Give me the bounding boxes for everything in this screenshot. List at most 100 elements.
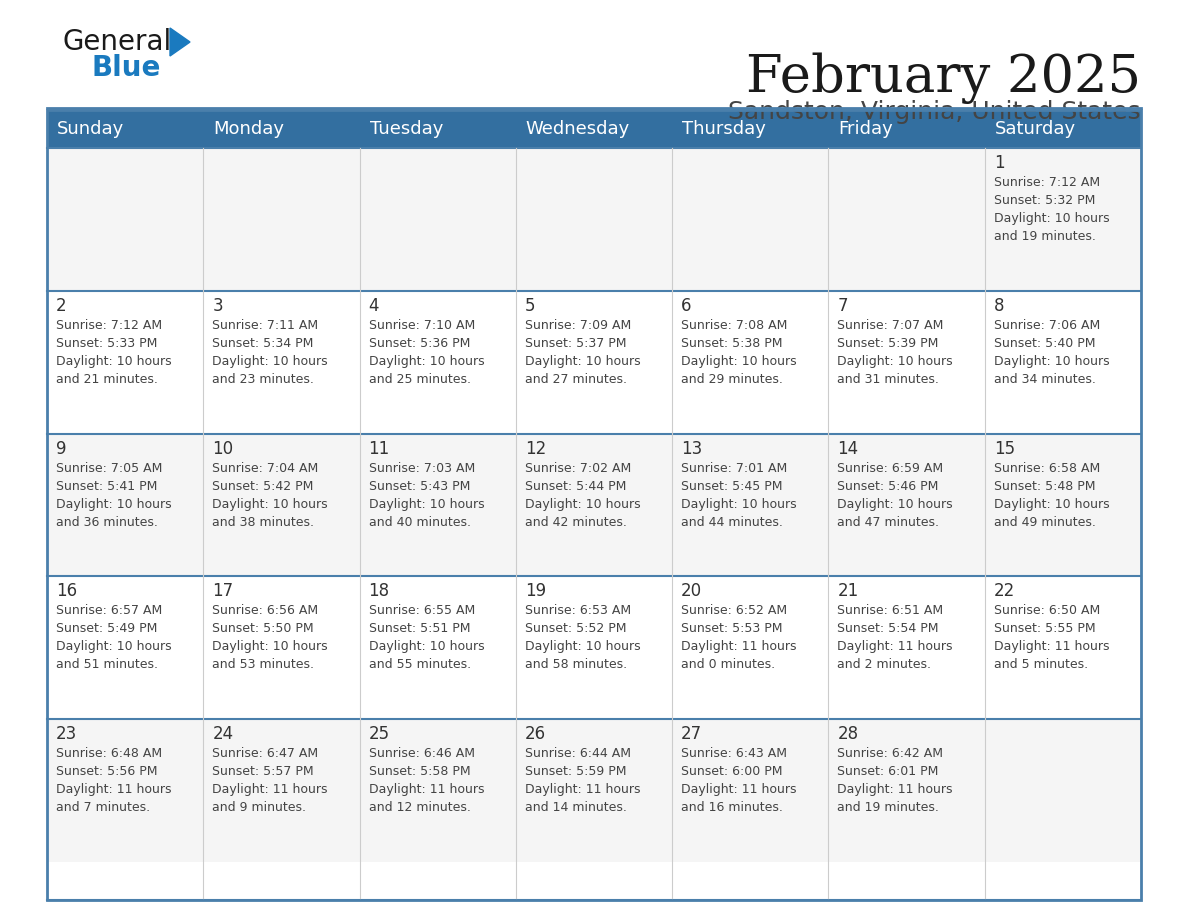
- Text: and 38 minutes.: and 38 minutes.: [213, 516, 315, 529]
- Text: and 21 minutes.: and 21 minutes.: [56, 373, 158, 386]
- Text: 4: 4: [368, 297, 379, 315]
- Text: Daylight: 10 hours: Daylight: 10 hours: [368, 641, 485, 654]
- Text: Sunset: 5:43 PM: Sunset: 5:43 PM: [368, 479, 470, 493]
- Text: Sunrise: 6:48 AM: Sunrise: 6:48 AM: [56, 747, 162, 760]
- Text: Daylight: 10 hours: Daylight: 10 hours: [213, 354, 328, 368]
- Text: 9: 9: [56, 440, 67, 457]
- Text: Sunset: 5:56 PM: Sunset: 5:56 PM: [56, 766, 158, 778]
- Text: 18: 18: [368, 582, 390, 600]
- Text: Daylight: 10 hours: Daylight: 10 hours: [681, 498, 797, 510]
- Bar: [48, 148, 1140, 291]
- Text: Sunset: 5:32 PM: Sunset: 5:32 PM: [993, 194, 1095, 207]
- Text: Sunday: Sunday: [57, 120, 125, 138]
- Text: and 12 minutes.: and 12 minutes.: [368, 801, 470, 814]
- Text: 2: 2: [56, 297, 67, 315]
- Text: Daylight: 10 hours: Daylight: 10 hours: [56, 641, 171, 654]
- Bar: [48, 433, 1140, 577]
- Text: and 9 minutes.: and 9 minutes.: [213, 801, 307, 814]
- Text: Sunrise: 6:59 AM: Sunrise: 6:59 AM: [838, 462, 943, 475]
- Text: 15: 15: [993, 440, 1015, 457]
- Text: Sunrise: 7:01 AM: Sunrise: 7:01 AM: [681, 462, 788, 475]
- Text: Daylight: 10 hours: Daylight: 10 hours: [56, 498, 171, 510]
- Text: Sunrise: 6:55 AM: Sunrise: 6:55 AM: [368, 604, 475, 618]
- Text: Sunset: 5:40 PM: Sunset: 5:40 PM: [993, 337, 1095, 350]
- Text: Sunset: 5:50 PM: Sunset: 5:50 PM: [213, 622, 314, 635]
- Text: Sunrise: 6:43 AM: Sunrise: 6:43 AM: [681, 747, 788, 760]
- Text: Sunset: 5:49 PM: Sunset: 5:49 PM: [56, 622, 157, 635]
- Text: Saturday: Saturday: [994, 120, 1076, 138]
- Text: and 2 minutes.: and 2 minutes.: [838, 658, 931, 671]
- Text: 20: 20: [681, 582, 702, 600]
- Text: Daylight: 11 hours: Daylight: 11 hours: [993, 641, 1110, 654]
- Text: Daylight: 11 hours: Daylight: 11 hours: [838, 783, 953, 796]
- Text: Sunset: 5:57 PM: Sunset: 5:57 PM: [213, 766, 314, 778]
- Text: Sunrise: 7:02 AM: Sunrise: 7:02 AM: [525, 462, 631, 475]
- Text: 3: 3: [213, 297, 223, 315]
- Text: Sunrise: 6:52 AM: Sunrise: 6:52 AM: [681, 604, 788, 618]
- Text: and 47 minutes.: and 47 minutes.: [838, 516, 940, 529]
- Text: 5: 5: [525, 297, 536, 315]
- Text: Sunset: 5:36 PM: Sunset: 5:36 PM: [368, 337, 470, 350]
- Text: Friday: Friday: [839, 120, 893, 138]
- Text: Sunset: 5:41 PM: Sunset: 5:41 PM: [56, 479, 157, 493]
- Text: 27: 27: [681, 725, 702, 744]
- Polygon shape: [170, 28, 190, 56]
- Text: and 19 minutes.: and 19 minutes.: [838, 801, 940, 814]
- Bar: [48, 110, 1140, 900]
- Text: Sunset: 5:38 PM: Sunset: 5:38 PM: [681, 337, 783, 350]
- Text: 24: 24: [213, 725, 233, 744]
- Bar: [48, 577, 1140, 719]
- Text: 7: 7: [838, 297, 848, 315]
- Text: 26: 26: [525, 725, 546, 744]
- Text: Daylight: 10 hours: Daylight: 10 hours: [213, 641, 328, 654]
- Text: Daylight: 10 hours: Daylight: 10 hours: [525, 354, 640, 368]
- Bar: [48, 110, 1140, 148]
- Text: Tuesday: Tuesday: [369, 120, 443, 138]
- Text: February 2025: February 2025: [746, 52, 1140, 104]
- Text: Daylight: 10 hours: Daylight: 10 hours: [56, 354, 171, 368]
- Text: Sunrise: 6:56 AM: Sunrise: 6:56 AM: [213, 604, 318, 618]
- Text: and 34 minutes.: and 34 minutes.: [993, 373, 1095, 386]
- Text: Sunset: 6:01 PM: Sunset: 6:01 PM: [838, 766, 939, 778]
- Text: and 40 minutes.: and 40 minutes.: [368, 516, 470, 529]
- Text: Daylight: 10 hours: Daylight: 10 hours: [368, 354, 485, 368]
- Text: Sunrise: 7:09 AM: Sunrise: 7:09 AM: [525, 319, 631, 331]
- Text: Sunrise: 7:06 AM: Sunrise: 7:06 AM: [993, 319, 1100, 331]
- Text: 16: 16: [56, 582, 77, 600]
- Text: and 44 minutes.: and 44 minutes.: [681, 516, 783, 529]
- Text: Daylight: 10 hours: Daylight: 10 hours: [993, 354, 1110, 368]
- Text: and 7 minutes.: and 7 minutes.: [56, 801, 150, 814]
- Text: Sunrise: 7:08 AM: Sunrise: 7:08 AM: [681, 319, 788, 331]
- Text: Sunrise: 6:53 AM: Sunrise: 6:53 AM: [525, 604, 631, 618]
- Text: and 53 minutes.: and 53 minutes.: [213, 658, 315, 671]
- Text: Sunrise: 6:46 AM: Sunrise: 6:46 AM: [368, 747, 474, 760]
- Text: Thursday: Thursday: [682, 120, 766, 138]
- Bar: [48, 291, 1140, 433]
- Text: Sunrise: 7:12 AM: Sunrise: 7:12 AM: [993, 176, 1100, 189]
- Text: and 27 minutes.: and 27 minutes.: [525, 373, 627, 386]
- Text: Sunrise: 7:07 AM: Sunrise: 7:07 AM: [838, 319, 943, 331]
- Text: Daylight: 10 hours: Daylight: 10 hours: [368, 498, 485, 510]
- Text: Daylight: 11 hours: Daylight: 11 hours: [213, 783, 328, 796]
- Text: and 25 minutes.: and 25 minutes.: [368, 373, 470, 386]
- Text: Sunset: 5:46 PM: Sunset: 5:46 PM: [838, 479, 939, 493]
- Text: Sunrise: 7:11 AM: Sunrise: 7:11 AM: [213, 319, 318, 331]
- Text: Sunset: 5:44 PM: Sunset: 5:44 PM: [525, 479, 626, 493]
- Text: Sunset: 5:37 PM: Sunset: 5:37 PM: [525, 337, 626, 350]
- Text: Daylight: 11 hours: Daylight: 11 hours: [368, 783, 484, 796]
- Text: Sunset: 5:52 PM: Sunset: 5:52 PM: [525, 622, 626, 635]
- Text: 6: 6: [681, 297, 691, 315]
- Text: and 14 minutes.: and 14 minutes.: [525, 801, 627, 814]
- Text: Sunrise: 7:03 AM: Sunrise: 7:03 AM: [368, 462, 475, 475]
- Text: and 51 minutes.: and 51 minutes.: [56, 658, 158, 671]
- Text: Daylight: 10 hours: Daylight: 10 hours: [838, 498, 953, 510]
- Text: and 49 minutes.: and 49 minutes.: [993, 516, 1095, 529]
- Text: Daylight: 10 hours: Daylight: 10 hours: [525, 641, 640, 654]
- Text: 11: 11: [368, 440, 390, 457]
- Text: 17: 17: [213, 582, 233, 600]
- Text: Sunset: 5:54 PM: Sunset: 5:54 PM: [838, 622, 939, 635]
- Text: and 16 minutes.: and 16 minutes.: [681, 801, 783, 814]
- Text: Sunset: 5:55 PM: Sunset: 5:55 PM: [993, 622, 1095, 635]
- Text: Sunrise: 6:57 AM: Sunrise: 6:57 AM: [56, 604, 163, 618]
- Text: 12: 12: [525, 440, 546, 457]
